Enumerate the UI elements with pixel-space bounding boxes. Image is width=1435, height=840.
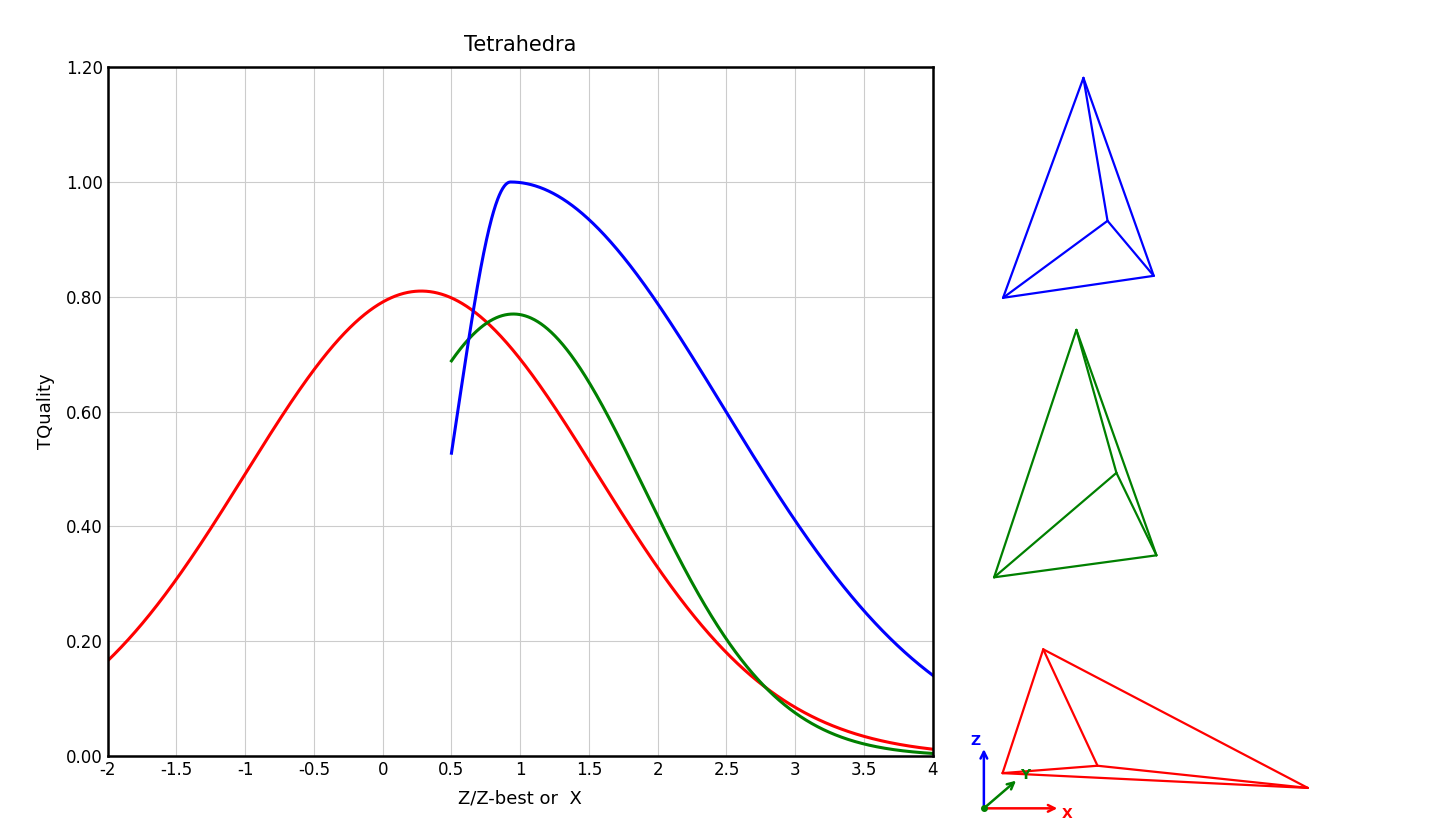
Title: Tetrahedra: Tetrahedra bbox=[464, 34, 577, 55]
Y-axis label: TQuality: TQuality bbox=[37, 374, 55, 449]
Text: Y: Y bbox=[1020, 768, 1030, 782]
X-axis label: Z/Z-best or  X: Z/Z-best or X bbox=[458, 790, 583, 808]
Text: X: X bbox=[1062, 806, 1072, 821]
Text: Z: Z bbox=[970, 734, 980, 748]
